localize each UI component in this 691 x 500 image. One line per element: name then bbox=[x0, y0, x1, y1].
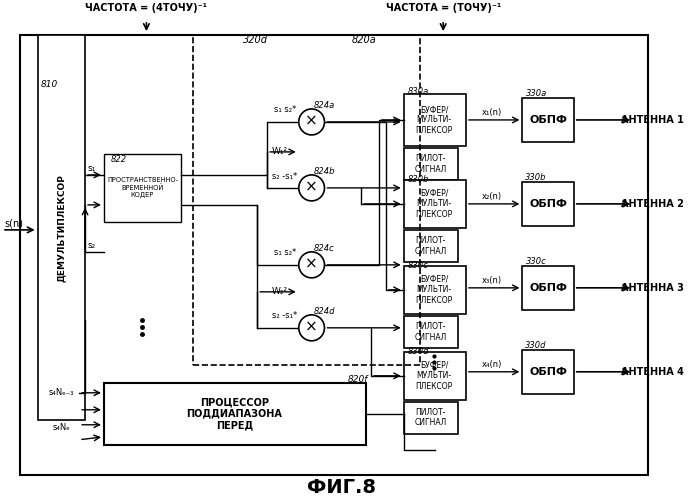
Text: s(n): s(n) bbox=[4, 219, 23, 229]
Text: x₂(n): x₂(n) bbox=[482, 192, 502, 202]
Circle shape bbox=[299, 315, 325, 341]
Text: ПИЛОТ-
СИГНАЛ: ПИЛОТ- СИГНАЛ bbox=[414, 236, 446, 256]
Text: ОБПФ: ОБПФ bbox=[529, 283, 567, 293]
FancyBboxPatch shape bbox=[404, 180, 466, 228]
Text: ×: × bbox=[305, 320, 318, 334]
Text: 822: 822 bbox=[111, 156, 126, 164]
Text: 820f: 820f bbox=[348, 376, 368, 384]
Text: s₁: s₁ bbox=[88, 164, 96, 173]
Text: x₃(n): x₃(n) bbox=[482, 276, 502, 285]
Text: АНТЕННА 4: АНТЕННА 4 bbox=[621, 367, 684, 377]
Text: 824c: 824c bbox=[314, 244, 335, 254]
FancyBboxPatch shape bbox=[37, 35, 85, 420]
FancyBboxPatch shape bbox=[522, 182, 574, 226]
Bar bbox=[193, 35, 420, 365]
Text: 330c: 330c bbox=[526, 258, 547, 266]
Text: ОБПФ: ОБПФ bbox=[529, 115, 567, 125]
Text: ПИЛОТ-
СИГНАЛ: ПИЛОТ- СИГНАЛ bbox=[414, 408, 446, 428]
Text: ПРОСТРАНСТВЕННО-
ВРЕМЕННОЙ
КОДЕР: ПРОСТРАНСТВЕННО- ВРЕМЕННОЙ КОДЕР bbox=[107, 178, 178, 199]
Text: 330a: 330a bbox=[526, 90, 547, 98]
Text: 824a: 824a bbox=[314, 102, 335, 110]
Text: ОБПФ: ОБПФ bbox=[529, 367, 567, 377]
Text: АНТЕННА 1: АНТЕННА 1 bbox=[621, 115, 684, 125]
Text: ПРОЦЕССОР
ПОДДИАПАЗОНА
ПЕРЕД: ПРОЦЕССОР ПОДДИАПАЗОНА ПЕРЕД bbox=[187, 397, 283, 430]
FancyBboxPatch shape bbox=[404, 316, 458, 348]
FancyBboxPatch shape bbox=[404, 266, 466, 314]
FancyBboxPatch shape bbox=[404, 230, 458, 262]
Text: W₁²: W₁² bbox=[272, 148, 288, 156]
Text: s₂ -s₁*: s₂ -s₁* bbox=[272, 312, 298, 320]
Text: ×: × bbox=[305, 180, 318, 194]
FancyBboxPatch shape bbox=[522, 98, 574, 142]
Text: БУФЕР/
МУЛЬТИ-
ПЛЕКСОР: БУФЕР/ МУЛЬТИ- ПЛЕКСОР bbox=[416, 361, 453, 390]
FancyBboxPatch shape bbox=[20, 35, 648, 475]
Text: 830a: 830a bbox=[408, 88, 429, 96]
Text: АНТЕННА 2: АНТЕННА 2 bbox=[621, 199, 684, 209]
FancyBboxPatch shape bbox=[404, 402, 458, 434]
Text: s₂: s₂ bbox=[88, 242, 96, 250]
Text: 830b: 830b bbox=[408, 176, 429, 184]
Text: x₄(n): x₄(n) bbox=[482, 360, 502, 370]
Text: ×: × bbox=[305, 256, 318, 272]
FancyBboxPatch shape bbox=[404, 94, 466, 146]
Circle shape bbox=[299, 109, 325, 135]
FancyBboxPatch shape bbox=[404, 352, 466, 400]
FancyBboxPatch shape bbox=[104, 383, 366, 445]
Text: АНТЕННА 3: АНТЕННА 3 bbox=[621, 283, 684, 293]
Text: ЧАСТОТА = (ТОЧУ)⁻¹: ЧАСТОТА = (ТОЧУ)⁻¹ bbox=[386, 3, 501, 13]
Text: x₁(n): x₁(n) bbox=[482, 108, 502, 118]
Text: 330b: 330b bbox=[525, 174, 547, 182]
Text: s₁ s₂*: s₁ s₂* bbox=[274, 106, 296, 114]
Text: БУФЕР/
МУЛЬТИ-
ПЛЕКСОР: БУФЕР/ МУЛЬТИ- ПЛЕКСОР bbox=[416, 105, 453, 135]
Text: 830c: 830c bbox=[408, 262, 429, 270]
Circle shape bbox=[299, 175, 325, 201]
Text: 330d: 330d bbox=[525, 342, 547, 350]
FancyBboxPatch shape bbox=[404, 148, 458, 180]
Text: ПИЛОТ-
СИГНАЛ: ПИЛОТ- СИГНАЛ bbox=[414, 322, 446, 342]
FancyBboxPatch shape bbox=[522, 350, 574, 394]
Text: 830d: 830d bbox=[408, 348, 429, 356]
Text: ПИЛОТ-
СИГНАЛ: ПИЛОТ- СИГНАЛ bbox=[414, 154, 446, 174]
Text: s₄Nₑ: s₄Nₑ bbox=[53, 424, 70, 432]
Circle shape bbox=[299, 252, 325, 278]
Text: ЧАСТОТА = (4ТОЧУ)⁻¹: ЧАСТОТА = (4ТОЧУ)⁻¹ bbox=[86, 3, 207, 13]
Text: 320d: 320d bbox=[243, 35, 267, 45]
Text: 824d: 824d bbox=[314, 308, 335, 316]
Text: 810: 810 bbox=[41, 80, 58, 90]
Text: ×: × bbox=[305, 114, 318, 128]
Text: ФИГ.8: ФИГ.8 bbox=[307, 478, 376, 497]
Text: s₂ -s₁*: s₂ -s₁* bbox=[272, 172, 298, 182]
Text: 824b: 824b bbox=[314, 168, 335, 176]
Text: ОБПФ: ОБПФ bbox=[529, 199, 567, 209]
Text: W₂²: W₂² bbox=[272, 288, 288, 296]
Text: s₁ s₂*: s₁ s₂* bbox=[274, 248, 296, 258]
FancyBboxPatch shape bbox=[104, 154, 181, 222]
Text: s₄Nₑ₋₃: s₄Nₑ₋₃ bbox=[48, 388, 74, 398]
FancyBboxPatch shape bbox=[522, 266, 574, 310]
Text: ДЕМУЛЬТИПЛЕКСОР: ДЕМУЛЬТИПЛЕКСОР bbox=[57, 174, 66, 282]
Text: БУФЕР/
МУЛЬТИ-
ПЛЕКСОР: БУФЕР/ МУЛЬТИ- ПЛЕКСОР bbox=[416, 189, 453, 219]
Text: БУФЕР/
МУЛЬТИ-
ПЛЕКСОР: БУФЕР/ МУЛЬТИ- ПЛЕКСОР bbox=[416, 275, 453, 304]
Text: 820a: 820a bbox=[352, 35, 377, 45]
